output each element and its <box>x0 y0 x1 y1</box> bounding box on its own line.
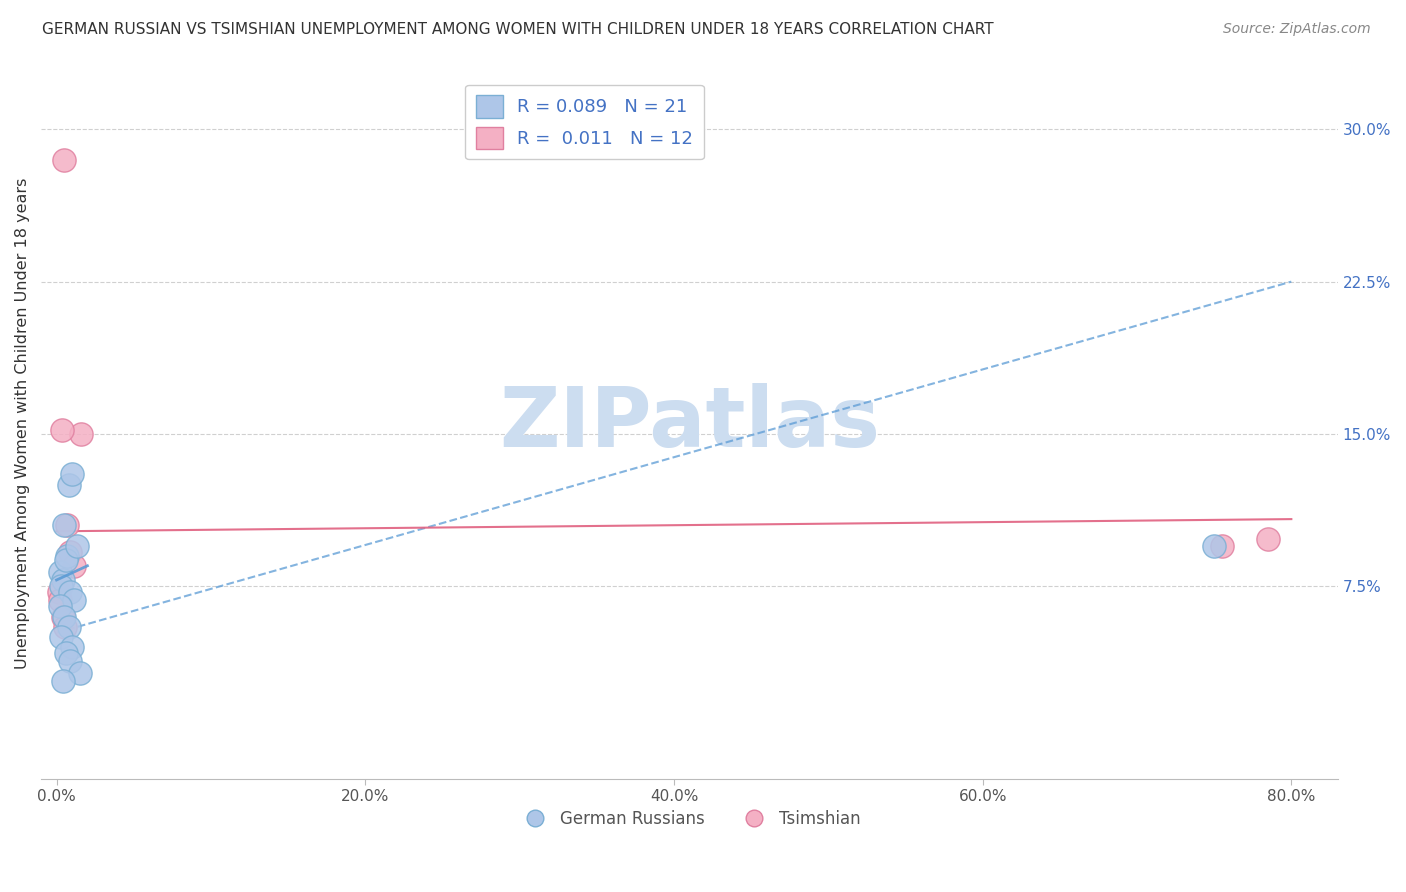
Point <box>51 630 73 644</box>
Point <box>56 549 79 563</box>
Point <box>52 609 75 624</box>
Point <box>48 599 70 614</box>
Point <box>65 539 87 553</box>
Point <box>56 518 79 533</box>
Point <box>55 646 77 660</box>
Point <box>53 153 76 167</box>
Point <box>62 558 84 573</box>
Point <box>48 585 70 599</box>
Text: GERMAN RUSSIAN VS TSIMSHIAN UNEMPLOYMENT AMONG WOMEN WITH CHILDREN UNDER 18 YEAR: GERMAN RUSSIAN VS TSIMSHIAN UNEMPLOYMENT… <box>42 22 994 37</box>
Point <box>1204 539 1226 553</box>
Point <box>58 477 80 491</box>
Point <box>62 593 84 607</box>
Point <box>59 654 82 668</box>
Point <box>60 640 83 654</box>
Point <box>60 467 83 482</box>
Point <box>1211 539 1233 553</box>
Y-axis label: Unemployment Among Women with Children Under 18 years: Unemployment Among Women with Children U… <box>15 178 30 669</box>
Point <box>69 666 91 681</box>
Point <box>48 565 70 579</box>
Point <box>51 579 73 593</box>
Point <box>70 426 93 441</box>
Point <box>51 423 73 437</box>
Point <box>1257 533 1279 547</box>
Point <box>49 593 72 607</box>
Point <box>52 573 75 587</box>
Point <box>58 620 80 634</box>
Point <box>53 609 76 624</box>
Point <box>59 585 82 599</box>
Point <box>55 552 77 566</box>
Point <box>53 620 76 634</box>
Point <box>53 518 76 533</box>
Point <box>52 674 75 689</box>
Legend: German Russians, Tsimshian: German Russians, Tsimshian <box>512 803 868 835</box>
Point <box>59 544 82 558</box>
Text: Source: ZipAtlas.com: Source: ZipAtlas.com <box>1223 22 1371 37</box>
Text: ZIPatlas: ZIPatlas <box>499 384 880 464</box>
